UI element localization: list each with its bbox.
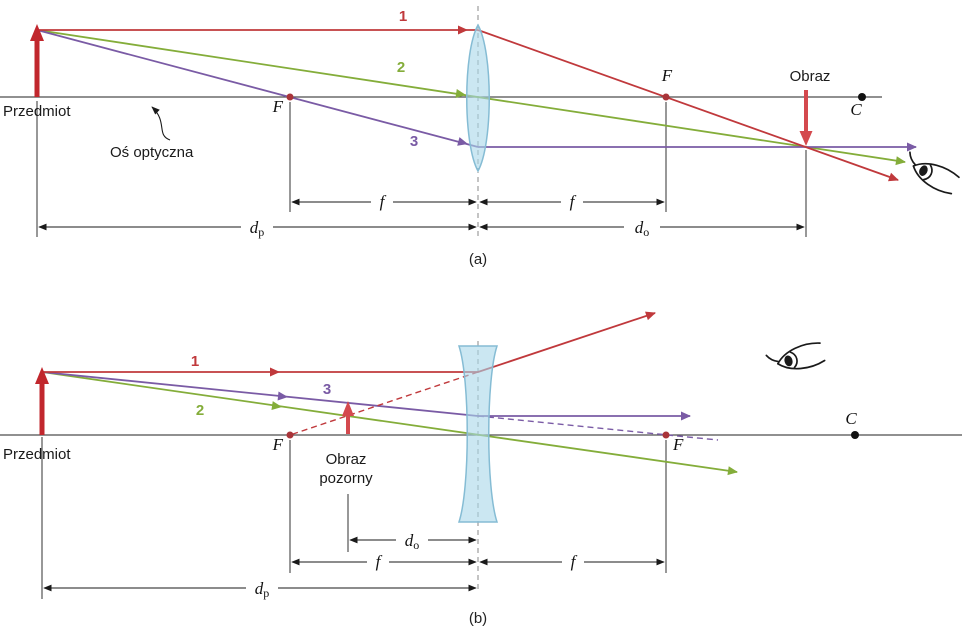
ray1-number-a: 1 — [399, 8, 407, 25]
optical-axis-label: Oś optyczna — [110, 144, 194, 161]
ray2-direction-arrow-b — [271, 401, 282, 411]
center-point-b — [851, 431, 859, 439]
focal-right-label-a: F — [661, 66, 673, 85]
object-label-b: Przedmiot — [3, 446, 71, 463]
virtual-image-label-line1: Obraz — [326, 451, 367, 468]
ray1-number-b: 1 — [191, 353, 199, 370]
focal-point-left-b — [286, 431, 294, 439]
virtual-image-label-line2: pozorny — [319, 470, 373, 487]
focal-left-label-a: F — [272, 97, 284, 116]
virtual-image-arrowhead-b — [342, 401, 354, 416]
eye-lash-a — [909, 151, 917, 166]
dim-f-left-label-a: f — [380, 192, 387, 211]
diagram-a: f f dp do 2 3 1 Przedmiot O — [0, 6, 960, 268]
eye-lower-lid-b — [777, 359, 826, 370]
ray1-exit-b — [477, 311, 656, 373]
eye-icon-a — [909, 151, 960, 195]
image-label-a: Obraz — [790, 68, 831, 85]
ray1-direction-arrow-b — [270, 367, 280, 377]
ray2-direction-arrow-a — [455, 89, 466, 98]
object-arrowhead-b — [35, 367, 49, 384]
dim-do-label-a: do — [635, 218, 650, 239]
diverging-lens — [457, 345, 499, 523]
image-arrowhead-a — [799, 131, 813, 146]
ray1-dashed-extension-b — [292, 371, 479, 435]
focal-left-label-b: F — [272, 435, 284, 454]
ray3-dashed-extension-b — [477, 415, 719, 441]
dim-do-label-b: do — [405, 531, 420, 552]
eye-iris-arc-a — [922, 164, 933, 181]
ray3-number-b: 3 — [323, 381, 331, 398]
object-label-a: Przedmiot — [3, 103, 71, 120]
focal-point-right-a — [662, 93, 670, 101]
ray2-line-b — [41, 371, 738, 476]
focal-right-label-b: F — [672, 435, 684, 454]
ray3-direction-arrow-b — [277, 391, 288, 401]
center-label-b: C — [845, 409, 857, 428]
ray2-number-a: 2 — [397, 59, 405, 76]
dim-f-left-label-b: f — [376, 552, 383, 571]
ray3-incident-a — [36, 29, 479, 148]
object-arrowhead-a — [30, 24, 44, 41]
dim-dp-label-b: dp — [255, 579, 270, 600]
dim-f-right-label-b: f — [571, 552, 578, 571]
eye-lower-lid-a — [912, 165, 953, 195]
diagram-b: do f f dp 2 3 1 Przedmiot — [0, 311, 962, 627]
eye-icon-b — [765, 342, 826, 370]
converging-lens — [466, 23, 490, 173]
ray2-number-b: 2 — [196, 402, 204, 419]
eye-lash-b — [765, 354, 780, 363]
eye-upper-lid-a — [912, 162, 960, 179]
eye-upper-lid-b — [777, 342, 821, 365]
optical-axis-callout-arrow — [151, 106, 171, 141]
center-label-a: C — [850, 100, 862, 119]
ray1-direction-arrow-a — [458, 25, 468, 35]
focal-point-left-a — [286, 93, 294, 101]
ray3-number-a: 3 — [410, 133, 418, 150]
dim-dp-label-a: dp — [250, 218, 265, 239]
ray1-exit-a — [477, 29, 899, 182]
dim-f-right-label-a: f — [570, 192, 577, 211]
eye-pupil-b — [784, 355, 793, 367]
eye-iris-arc-b — [789, 351, 798, 369]
focal-point-right-b — [662, 431, 670, 439]
caption-b: (b) — [469, 610, 487, 627]
caption-a: (a) — [469, 251, 487, 268]
center-point-a — [858, 93, 866, 101]
eye-pupil-a — [919, 165, 928, 176]
ray3-incident-b — [41, 371, 479, 417]
ray3-direction-arrow-a — [457, 137, 468, 146]
